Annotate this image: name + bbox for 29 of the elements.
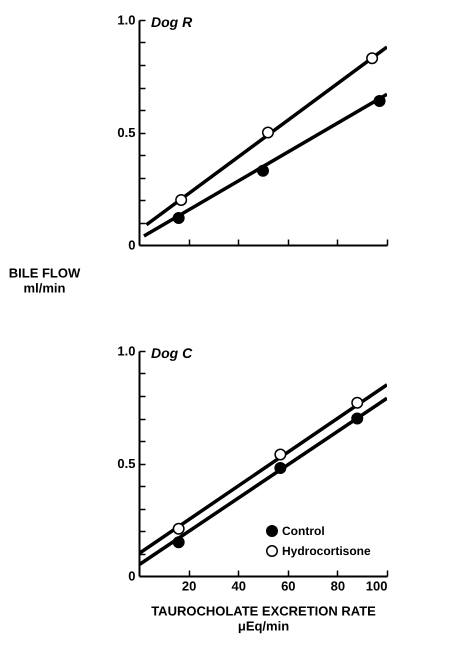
x-tick-label: 100 — [366, 578, 388, 594]
point — [172, 212, 185, 224]
point — [351, 412, 364, 424]
chart-title: Dog R — [151, 14, 194, 30]
x-tick-label: 40 — [231, 578, 246, 594]
point — [172, 522, 185, 535]
point — [351, 396, 364, 409]
y-tick-label: 1.0 — [117, 12, 136, 28]
y-axis-title: BILE FLOW ml/min — [8, 266, 81, 296]
y-tick-label: 1.0 — [117, 344, 136, 358]
legend-label: Hydrocortisone — [282, 544, 372, 558]
point — [175, 194, 188, 206]
point — [374, 95, 386, 107]
y-tick-label: 0 — [128, 238, 136, 252]
y-tick-label: 0.5 — [117, 125, 136, 140]
x-tick-label: 20 — [182, 578, 196, 594]
point — [257, 164, 269, 177]
legend-label: Control — [282, 524, 325, 538]
chart-title: Dog C — [151, 345, 194, 361]
x-tick-label: 80 — [330, 578, 346, 594]
point — [172, 536, 185, 548]
x-axis-title: TAUROCHOLATE EXCRETION RATE μEq/min — [151, 604, 376, 634]
y-tick-label: 0 — [128, 568, 136, 584]
point — [274, 462, 286, 474]
point — [262, 126, 274, 138]
point — [274, 448, 286, 460]
x-tick-label: 60 — [281, 578, 296, 594]
point — [366, 52, 378, 64]
y-tick-label: 0.5 — [117, 456, 136, 471]
